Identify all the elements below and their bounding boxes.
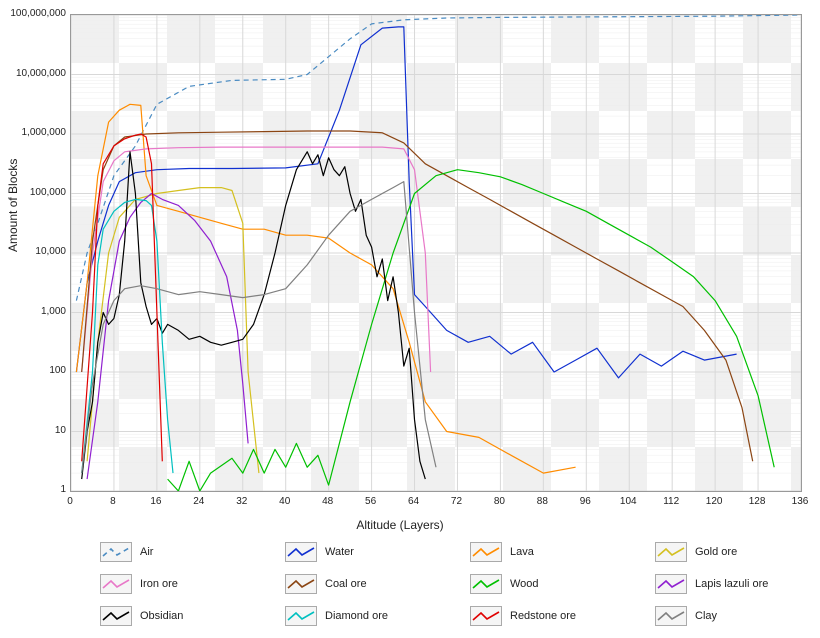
xtick: 88	[527, 496, 557, 507]
legend-swatch	[100, 574, 132, 594]
xtick: 48	[313, 496, 343, 507]
legend-swatch	[470, 542, 502, 562]
series-gold	[87, 188, 259, 474]
ytick: 10	[2, 425, 66, 436]
series-air	[76, 15, 801, 301]
series-lava	[76, 104, 575, 473]
legend: Air Water Lava Gold ore Iron ore Coal ore Wood…	[100, 542, 800, 638]
xtick: 24	[184, 496, 214, 507]
legend-label: Gold ore	[695, 546, 737, 558]
ytick: 1,000	[2, 306, 66, 317]
xtick: 8	[98, 496, 128, 507]
legend-label: Iron ore	[140, 578, 178, 590]
legend-swatch	[655, 542, 687, 562]
legend-item-wood: Wood	[470, 574, 615, 594]
legend-label: Redstone ore	[510, 610, 576, 622]
legend-item-diamond: Diamond ore	[285, 606, 430, 626]
legend-swatch	[285, 606, 317, 626]
ytick: 10,000,000	[2, 68, 66, 79]
xtick: 136	[785, 496, 815, 507]
legend-label: Air	[140, 546, 153, 558]
legend-swatch	[100, 542, 132, 562]
legend-swatch	[655, 574, 687, 594]
legend-swatch	[285, 574, 317, 594]
legend-swatch	[100, 606, 132, 626]
series-clay	[82, 182, 436, 474]
xtick: 40	[270, 496, 300, 507]
legend-label: Clay	[695, 610, 717, 622]
series-coal	[82, 131, 753, 461]
legend-item-water: Water	[285, 542, 430, 562]
legend-label: Obsidian	[140, 610, 183, 622]
xtick: 56	[356, 496, 386, 507]
ytick: 100,000	[2, 187, 66, 198]
ytick: 100,000,000	[2, 8, 66, 19]
ytick: 100	[2, 365, 66, 376]
series-lapis	[87, 194, 248, 480]
xtick: 80	[484, 496, 514, 507]
chart-frame: { "chart": { "type": "line-log", "xlabel…	[0, 0, 820, 631]
xtick: 64	[399, 496, 429, 507]
xtick: 96	[570, 496, 600, 507]
plot-area	[70, 14, 802, 492]
legend-swatch	[470, 574, 502, 594]
legend-item-redstone: Redstone ore	[470, 606, 615, 626]
legend-label: Coal ore	[325, 578, 367, 590]
legend-item-obsidian: Obsidian	[100, 606, 245, 626]
xtick: 32	[227, 496, 257, 507]
legend-item-coal: Coal ore	[285, 574, 430, 594]
legend-label: Water	[325, 546, 354, 558]
ytick: 1	[2, 484, 66, 495]
xtick: 72	[441, 496, 471, 507]
legend-label: Lava	[510, 546, 534, 558]
legend-label: Wood	[510, 578, 539, 590]
series-diamond	[82, 199, 173, 473]
legend-item-air: Air	[100, 542, 245, 562]
legend-label: Diamond ore	[325, 610, 388, 622]
series-wood	[168, 170, 775, 491]
legend-swatch	[285, 542, 317, 562]
ytick: 1,000,000	[2, 127, 66, 138]
legend-item-lapis: Lapis lazuli ore	[655, 574, 800, 594]
y-axis-label: Amount of Blocks	[6, 159, 20, 252]
xtick: 120	[699, 496, 729, 507]
series-layer	[71, 15, 801, 491]
legend-label: Lapis lazuli ore	[695, 578, 768, 590]
xtick: 0	[55, 496, 85, 507]
legend-swatch	[655, 606, 687, 626]
xtick: 128	[742, 496, 772, 507]
legend-item-lava: Lava	[470, 542, 615, 562]
series-redstone	[82, 134, 163, 461]
xtick: 112	[656, 496, 686, 507]
xtick: 16	[141, 496, 171, 507]
series-water	[76, 27, 736, 378]
ytick: 10,000	[2, 246, 66, 257]
legend-item-gold: Gold ore	[655, 542, 800, 562]
xtick: 104	[613, 496, 643, 507]
legend-item-clay: Clay	[655, 606, 800, 626]
legend-swatch	[470, 606, 502, 626]
x-axis-label: Altitude (Layers)	[0, 518, 800, 532]
legend-item-iron: Iron ore	[100, 574, 245, 594]
